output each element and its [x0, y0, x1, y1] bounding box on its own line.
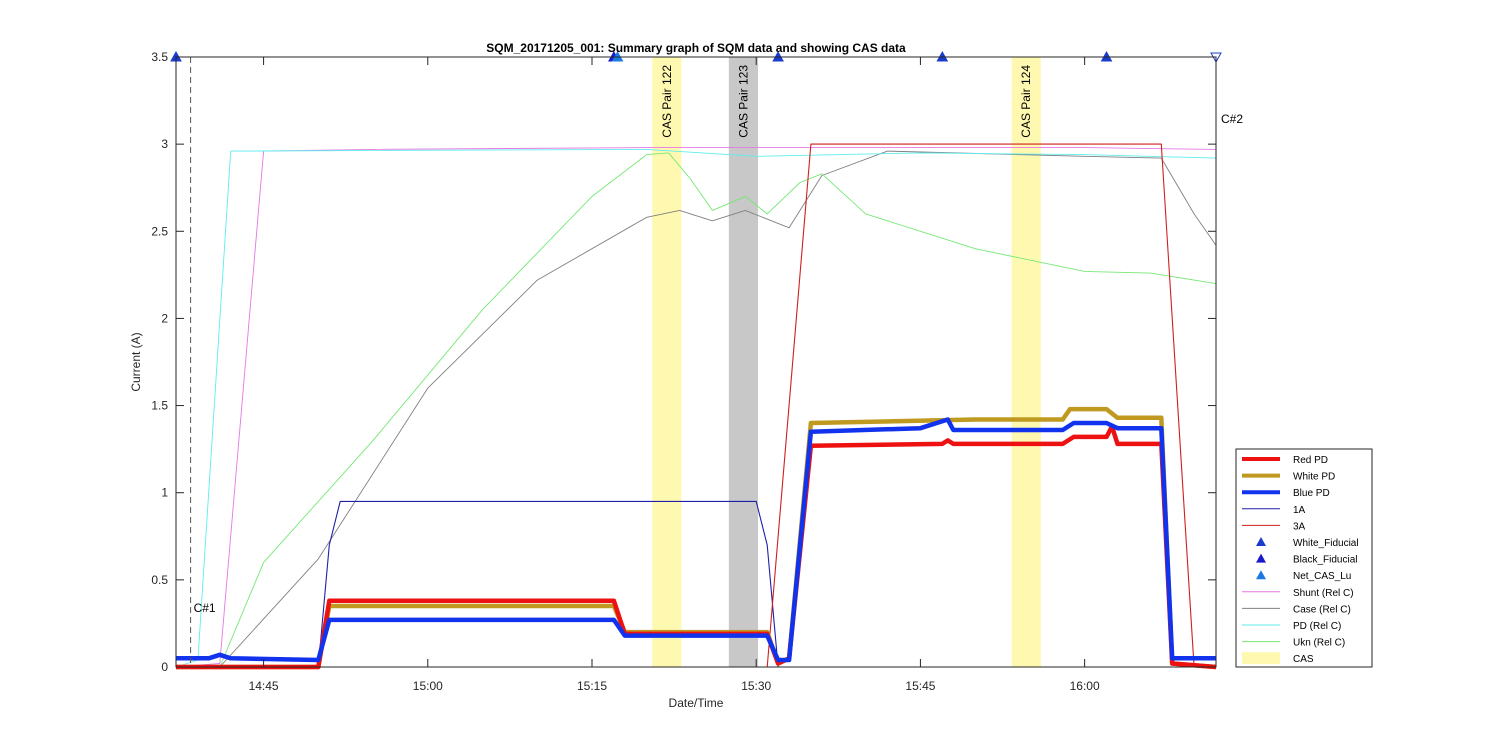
series-line-ukn-rel-c-: [219, 152, 1217, 668]
x-tick-label-3: 15:30: [741, 679, 771, 693]
legend-label-3: 1A: [1293, 505, 1306, 516]
x-tick-label-4: 15:45: [905, 679, 935, 693]
x-axis-label: Date/Time: [669, 696, 724, 710]
plot-frame: [175, 56, 1217, 668]
y-tick-label-1: 0.5: [151, 573, 168, 587]
legend-label-5: White_Fiducial: [1293, 538, 1359, 549]
x-axis: 14:45 15:00 15:15 15:30 15:45 16:00: [249, 57, 1100, 693]
series-line-blue-pd: [176, 417, 1216, 663]
legend-label-7: Net_CAS_Lu: [1293, 571, 1351, 582]
legend-swatch-5: [1256, 537, 1266, 546]
cas-band-0: [652, 57, 682, 667]
legend-label-11: Ukn (Rel C): [1293, 638, 1345, 649]
plot-area: [176, 57, 1216, 667]
legend-label-10: PD (Rel C): [1293, 621, 1341, 632]
legend-swatch-6: [1256, 553, 1266, 563]
series-line-white-pd: [176, 406, 1217, 670]
legend-label-1: White PD: [1293, 472, 1335, 483]
legend-label-9: Case (Rel C): [1293, 604, 1351, 615]
legend-swatch-7: [1256, 570, 1266, 580]
vline-label-0: C#1: [194, 601, 216, 615]
legend-label-2: Blue PD: [1293, 488, 1330, 499]
x-tick-label-2: 15:15: [577, 679, 607, 693]
series-line-shunt-rel-c-: [175, 147, 1217, 668]
legend-label-4: 3A: [1293, 521, 1306, 532]
series-line-pd-rel-c-: [175, 148, 1217, 668]
x-tick-label-1: 15:00: [413, 679, 443, 693]
y-tick-label-0: 0: [161, 660, 168, 674]
y-axis: 0 0.5 1 1.5 2 2.5 3 3.5: [151, 50, 1216, 674]
chart-title: SQM_20171205_001: Summary graph of SQM d…: [486, 41, 906, 55]
legend-label-8: Shunt (Rel C): [1293, 588, 1354, 599]
y-tick-label-5: 2.5: [151, 224, 168, 238]
legend-label-0: Red PD: [1293, 455, 1328, 466]
legend: Red PD White PD Blue PD 1A 3A White_Fiducial B…: [1235, 448, 1373, 668]
x-tick-label-5: 16:00: [1070, 679, 1100, 693]
series-line-case-rel-c-: [219, 150, 1217, 668]
series-line-red-pd: [176, 424, 1217, 670]
cas-band-2: [1011, 57, 1041, 667]
y-axis-label: Current (A): [129, 332, 143, 391]
cas-band-label-1: CAS Pair 123: [736, 65, 750, 138]
legend-label-12: CAS: [1293, 654, 1314, 665]
y-tick-label-7: 3.5: [151, 50, 168, 64]
cas-band-1: [728, 57, 759, 667]
cas-band-label-0: CAS Pair 122: [660, 65, 674, 138]
x-tick-label-0: 14:45: [249, 679, 279, 693]
band-layer: CAS Pair 122 CAS Pair 123 CAS Pair 124: [652, 57, 1041, 667]
y-tick-label-4: 2: [161, 311, 168, 325]
cas-band-label-2: CAS Pair 124: [1019, 65, 1033, 138]
legend-swatch-12: [1242, 652, 1280, 665]
legend-label-6: Black_Fiducial: [1293, 555, 1357, 566]
y-tick-label-3: 1.5: [151, 399, 168, 413]
y-tick-label-6: 3: [161, 137, 168, 151]
vline-label-1: C#2: [1221, 112, 1243, 126]
y-tick-label-2: 1: [161, 486, 168, 500]
series-layer: [175, 143, 1217, 670]
